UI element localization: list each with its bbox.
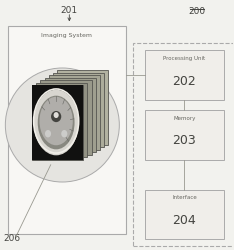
Text: 200: 200 <box>189 7 206 16</box>
FancyBboxPatch shape <box>8 26 126 234</box>
FancyBboxPatch shape <box>145 110 224 160</box>
Ellipse shape <box>40 97 73 145</box>
FancyBboxPatch shape <box>36 83 88 157</box>
FancyBboxPatch shape <box>40 80 92 155</box>
Text: Interface: Interface <box>172 195 197 200</box>
Ellipse shape <box>5 68 119 182</box>
Text: 202: 202 <box>173 75 196 88</box>
Text: 206: 206 <box>3 234 20 243</box>
FancyBboxPatch shape <box>145 190 224 239</box>
FancyBboxPatch shape <box>45 78 96 152</box>
Ellipse shape <box>51 111 61 122</box>
Ellipse shape <box>61 130 67 138</box>
Text: Imaging System: Imaging System <box>41 33 92 38</box>
FancyBboxPatch shape <box>57 70 108 145</box>
FancyBboxPatch shape <box>145 50 224 100</box>
FancyBboxPatch shape <box>32 85 83 160</box>
Text: 201: 201 <box>61 6 78 15</box>
FancyBboxPatch shape <box>32 85 83 160</box>
Ellipse shape <box>45 130 51 138</box>
FancyBboxPatch shape <box>49 75 100 150</box>
Ellipse shape <box>38 96 75 149</box>
Text: Processing Unit: Processing Unit <box>163 56 205 61</box>
Text: 203: 203 <box>173 134 196 147</box>
Text: Memory: Memory <box>173 116 196 120</box>
FancyBboxPatch shape <box>53 73 104 147</box>
Ellipse shape <box>34 90 79 155</box>
Text: 204: 204 <box>173 214 196 227</box>
Ellipse shape <box>54 112 59 118</box>
